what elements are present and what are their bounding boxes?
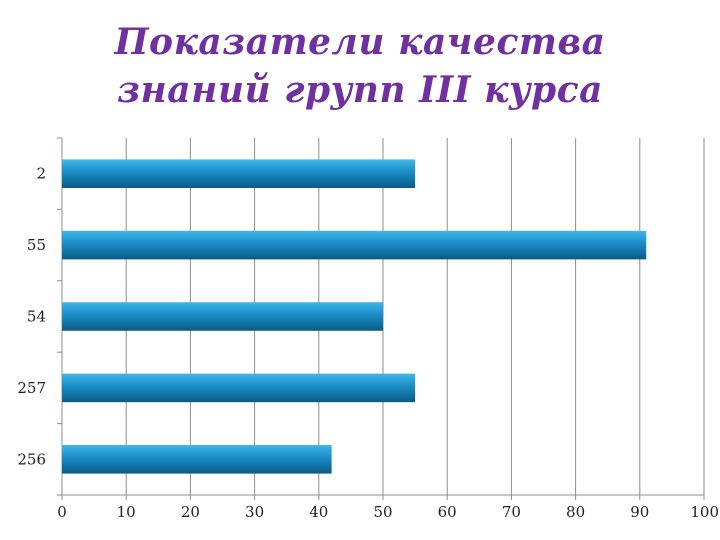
x-tick-label: 10 bbox=[117, 503, 136, 521]
x-tick-label: 90 bbox=[630, 503, 649, 521]
bar bbox=[62, 159, 416, 188]
x-tick-label: 30 bbox=[245, 503, 264, 521]
bar bbox=[62, 445, 332, 474]
x-tick-label: 70 bbox=[502, 503, 521, 521]
y-tick-label: 2 bbox=[36, 165, 46, 183]
bar bbox=[62, 230, 647, 260]
x-tick-label: 80 bbox=[566, 503, 585, 521]
x-tick-label: 40 bbox=[309, 503, 328, 521]
x-tick-label: 0 bbox=[57, 503, 67, 521]
x-tick-label: 20 bbox=[181, 503, 200, 521]
tick-labels: 2 55 54 257 256 0 10 20 30 40 50 60 70 80 90 100 bbox=[17, 165, 719, 521]
y-tick-label: 256 bbox=[17, 450, 46, 468]
bar bbox=[62, 373, 416, 403]
chart-title: Показатели качества знаний групп III кур… bbox=[0, 18, 720, 114]
y-tick-label: 55 bbox=[27, 236, 46, 254]
x-tick-label: 60 bbox=[438, 503, 457, 521]
bar bbox=[62, 302, 383, 331]
y-tick-label: 257 bbox=[17, 379, 46, 397]
bars bbox=[62, 159, 647, 474]
chart-title-line-1: Показатели качества bbox=[114, 21, 606, 63]
y-tick-label: 54 bbox=[27, 308, 46, 326]
chart-title-line-2: знаний групп III курса bbox=[117, 69, 603, 111]
x-tick-label: 50 bbox=[373, 503, 392, 521]
x-tick-label: 100 bbox=[690, 503, 719, 521]
